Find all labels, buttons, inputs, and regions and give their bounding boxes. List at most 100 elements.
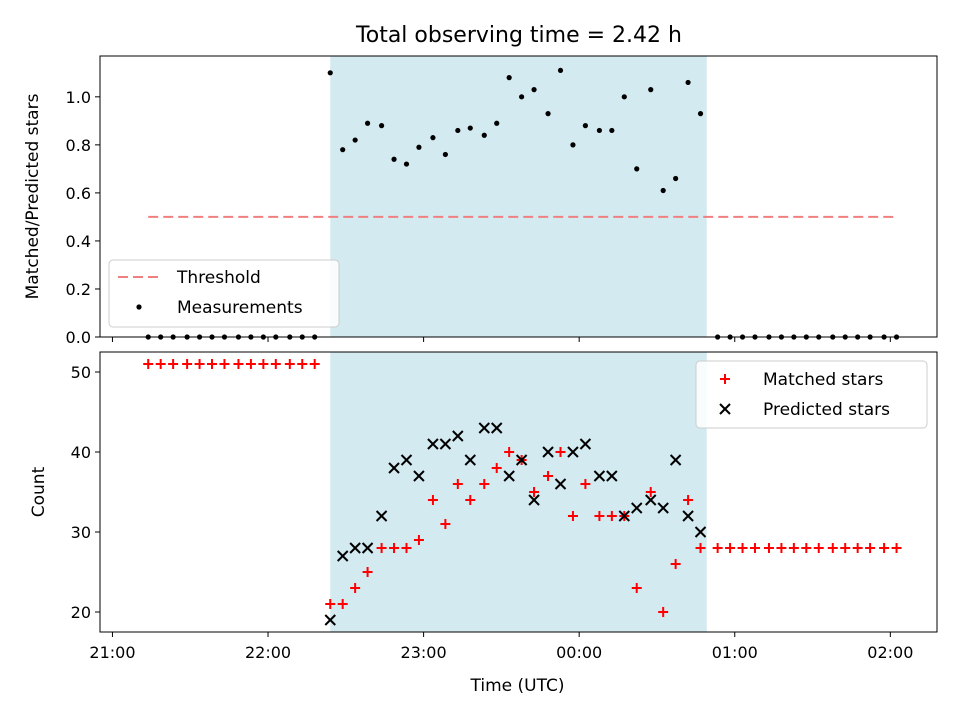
measurement-point-43 (697, 111, 704, 117)
matched-point-40 (658, 607, 669, 617)
matched-point-11 (284, 359, 295, 369)
top-y-tick-label-3: 0.6 (66, 184, 91, 203)
matched-point-23 (440, 519, 451, 529)
predicted-point-0 (324, 614, 336, 626)
bottom-x-tick-label-3: 00:00 (556, 643, 602, 662)
predicted-point-1 (336, 550, 349, 562)
matched-point-22 (427, 495, 438, 505)
bottom-y-tick-label-2: 40 (71, 443, 91, 462)
top-y-axis-ticks: 0.0 0.2 0.4 0.6 0.8 1.0 (66, 88, 100, 347)
matched-point-19 (389, 543, 400, 553)
matched-point-30 (529, 487, 540, 497)
matched-point-52 (813, 543, 824, 553)
predicted-point-16 (528, 494, 540, 506)
matched-point-13 (309, 359, 320, 369)
matched-point-51 (801, 543, 812, 553)
matched-stars-points (143, 359, 902, 617)
measurement-point-25 (467, 125, 473, 131)
predicted-point-9 (439, 438, 452, 450)
x-axis-label: Time (UTC) (470, 676, 565, 696)
predicted-point-8 (427, 438, 439, 450)
top-y-tick-label-2: 0.4 (66, 232, 91, 251)
matched-point-14 (325, 599, 336, 609)
matched-point-45 (725, 543, 736, 553)
measurement-point-32 (557, 67, 564, 74)
predicted-point-14 (503, 470, 515, 482)
matched-point-47 (749, 543, 760, 553)
predicted-point-17 (542, 446, 554, 458)
matched-point-26 (479, 479, 490, 489)
matched-point-32 (555, 447, 566, 457)
top-observing-window-shade (330, 56, 707, 337)
matched-point-6 (219, 359, 230, 369)
predicted-point-22 (606, 470, 618, 482)
predicted-point-26 (657, 502, 669, 514)
predicted-point-28 (682, 510, 694, 522)
bottom-y-axis-ticks: 20 30 40 50 (71, 363, 100, 622)
top-legend: Threshold Measurements (108, 259, 340, 328)
bottom-y-axis-label: Count (29, 466, 49, 517)
top-x-axis-ticks (111, 337, 891, 342)
matched-point-33 (567, 511, 578, 521)
matched-point-41 (670, 559, 681, 569)
matched-point-38 (631, 583, 642, 593)
matched-point-1 (155, 359, 166, 369)
matched-point-42 (683, 495, 694, 505)
measurement-point-37 (621, 94, 627, 100)
top-y-axis-label: Matched/Predicted stars (23, 93, 43, 299)
predicted-point-11 (464, 454, 476, 466)
matched-point-5 (207, 359, 218, 369)
bottom-x-axis-ticks: 21:00 22:00 23:00 00:00 01:00 02:00 (89, 632, 913, 662)
predicted-point-29 (694, 526, 707, 538)
measurement-point-40 (660, 187, 666, 194)
bottom-legend: Matched stars Predicted stars (695, 360, 928, 429)
predicted-point-18 (554, 478, 567, 490)
predicted-point-5 (388, 462, 400, 474)
measurement-point-28 (506, 75, 512, 81)
matched-point-4 (194, 359, 205, 369)
measurement-point-19 (391, 156, 397, 162)
measurement-point-16 (352, 137, 358, 143)
top-y-tick-label-5: 1.0 (66, 88, 91, 107)
measurement-point-34 (582, 123, 588, 129)
measurement-point-30 (531, 87, 537, 93)
top-y-tick-label-0: 0.0 (66, 328, 91, 347)
measurement-point-14 (327, 70, 333, 76)
bottom-observing-window-shade (330, 352, 707, 632)
matched-point-2 (168, 359, 179, 369)
matched-point-53 (827, 543, 838, 553)
matched-point-28 (504, 447, 515, 457)
matched-point-34 (580, 479, 591, 489)
bottom-x-tick-label-4: 01:00 (712, 643, 758, 662)
measurement-point-24 (455, 127, 461, 134)
measurement-point-29 (519, 94, 525, 100)
predicted-point-12 (478, 422, 490, 434)
bottom-y-tick-label-3: 50 (71, 363, 91, 382)
matched-point-49 (776, 543, 787, 553)
legend-matched-swatch (720, 374, 730, 384)
predicted-stars-points (324, 422, 707, 626)
measurement-point-23 (442, 151, 448, 158)
predicted-point-2 (349, 542, 361, 554)
matched-point-55 (852, 543, 863, 553)
bottom-x-tick-label-2: 23:00 (401, 643, 447, 662)
legend-predicted-label: Predicted stars (763, 400, 890, 420)
predicted-point-15 (515, 454, 528, 466)
matched-point-36 (606, 511, 617, 521)
matched-point-17 (362, 567, 373, 577)
bottom-y-tick-label-1: 30 (71, 523, 91, 542)
bottom-x-tick-label-5: 02:00 (867, 643, 913, 662)
matched-point-9 (258, 359, 269, 369)
top-y-tick-label-4: 0.8 (66, 136, 91, 155)
predicted-point-24 (631, 502, 643, 514)
measurement-point-35 (596, 127, 602, 134)
measurement-point-17 (364, 120, 371, 126)
measurement-point-15 (340, 147, 346, 153)
legend-predicted-swatch (719, 403, 731, 415)
matched-point-20 (401, 543, 412, 553)
legend-predicted-marker (719, 403, 731, 415)
matched-point-50 (788, 543, 799, 553)
measurement-point-20 (403, 161, 410, 167)
